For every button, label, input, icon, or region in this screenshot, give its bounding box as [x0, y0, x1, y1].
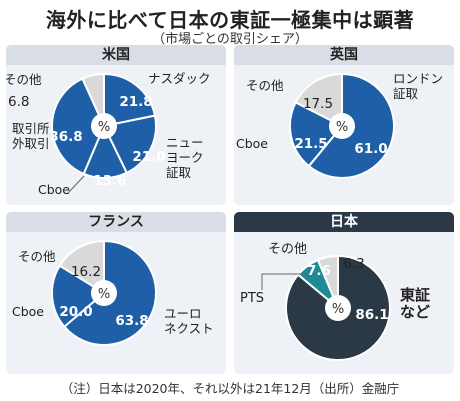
pie-slice	[102, 114, 157, 175]
source-note: （注）日本は2020年、それ以外は21年12月（出所）金融庁	[60, 381, 400, 396]
panel-title-us: 米国	[6, 45, 226, 65]
pie-category-label: 東証など	[400, 286, 430, 321]
pie-panel-france: % 63.8 20.0 16.2 ユーロネクスト Cboe その他 フランス	[6, 212, 226, 374]
pie-category-label: Cboe	[236, 136, 268, 151]
pie-value-label: 61.0	[354, 141, 387, 157]
chart-subtitle: （市場ごとの取引シェア）	[152, 32, 308, 47]
pie-slice	[81, 72, 105, 127]
pie-slice	[289, 101, 344, 168]
pie-value-label: 21.0	[132, 149, 165, 165]
pie-center-label: %	[336, 120, 348, 135]
pie-panel-japan: % 86.1 7.6 6.3 東証など PTS その他 日本	[234, 212, 454, 374]
pie-category-label: Cboe	[12, 304, 44, 319]
chart-title: 海外に比べて日本の東証一極集中は顕著	[45, 8, 415, 32]
pie-slice	[51, 77, 106, 176]
pie-value-label: 16.2	[71, 264, 101, 280]
pie-chart-france: % 63.8 20.0 16.2 ユーロネクスト Cboe その他	[6, 212, 226, 374]
pie-slice	[294, 72, 343, 128]
pie-value-label: 21.8	[119, 94, 152, 110]
pie-category-label: 取引所外取引	[12, 121, 50, 151]
pie-center-hole	[329, 113, 355, 139]
pie-value-label: 63.8	[115, 313, 148, 329]
pie-category-label: ユーロネクスト	[164, 306, 214, 336]
pie-value-label: 13.6	[93, 173, 126, 189]
pie-center-label: %	[332, 302, 344, 317]
pie-center-hole	[325, 295, 351, 321]
pie-chart-japan: % 86.1 7.6 6.3 東証など PTS その他	[234, 212, 454, 374]
pie-category-label: その他	[268, 242, 307, 257]
pie-panel-uk: % 61.0 21.5 17.5 ロンドン証取 Cboe その他 英国	[234, 45, 454, 205]
pie-slice	[103, 72, 157, 128]
pie-category-label: ロンドン証取	[393, 71, 443, 101]
pie-value-label: 7.6	[307, 263, 331, 279]
pie-value-label: 6.3	[343, 256, 364, 272]
pie-category-label: ナスダック	[148, 71, 211, 86]
pie-value-label: 20.0	[59, 304, 92, 320]
panel-title-france: フランス	[6, 212, 226, 232]
pie-category-label: ニューヨーク証取	[166, 135, 204, 180]
pie-center-hole	[91, 113, 117, 139]
pie-value-label: 86.1	[355, 307, 388, 323]
pie-value-label: 21.5	[294, 136, 327, 152]
pie-category-label: その他	[246, 78, 284, 93]
pie-slice	[58, 239, 105, 295]
pie-category-label: PTS	[240, 291, 264, 306]
pie-center-label: %	[98, 287, 110, 302]
pie-center-label: %	[98, 120, 110, 135]
pie-panel-us: % 21.8 21.0 13.6 36.8 6.8 ナスダックニューヨーク証取 Cboe 取引所…	[6, 45, 226, 205]
pie-category-label: その他	[6, 72, 42, 87]
pie-chart-uk: % 61.0 21.5 17.5 ロンドン証取 Cboe その他	[234, 45, 454, 205]
pie-category-label: Cboe	[38, 182, 70, 197]
pie-center-hole	[91, 280, 117, 306]
leader-line	[67, 175, 85, 194]
pie-slice	[51, 264, 106, 329]
leader-line	[261, 273, 308, 290]
pie-slice	[316, 254, 339, 309]
panel-title-japan: 日本	[234, 212, 454, 232]
pie-category-label: その他	[18, 249, 56, 264]
pie-value-label: 6.8	[8, 94, 29, 110]
panel-title-uk: 英国	[234, 45, 454, 65]
pie-value-label: 36.8	[49, 129, 82, 145]
pie-value-label: 17.5	[303, 96, 333, 112]
